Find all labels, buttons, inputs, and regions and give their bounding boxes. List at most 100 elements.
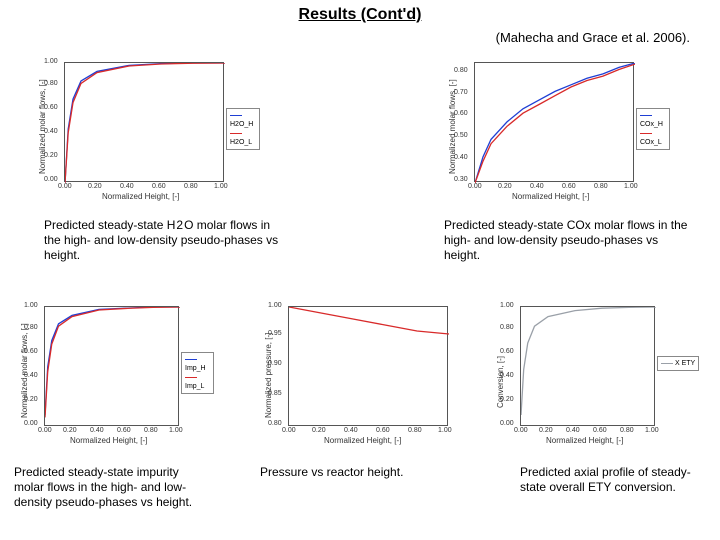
chart-h2o: Normalized molar flows, [-] Normalized H…: [30, 56, 260, 206]
xtick: 0.60: [152, 183, 166, 190]
plot-svg-h2o: [65, 63, 225, 183]
series-pres: [289, 307, 449, 334]
xtick: 0.80: [184, 183, 198, 190]
xlabel-cox: Normalized Height, [-]: [512, 192, 589, 201]
legend-label: Imp_H: [185, 365, 206, 372]
ytick: 0.80: [44, 80, 58, 87]
ytick: 0.80: [454, 67, 468, 74]
xtick: 0.80: [620, 427, 634, 434]
xtick: 1.00: [169, 427, 183, 434]
ytick: 0.70: [454, 89, 468, 96]
ytick: 0.95: [268, 330, 282, 337]
ytick: 0.85: [268, 390, 282, 397]
xtick: 0.60: [593, 427, 607, 434]
legend-conv: X ETY: [657, 356, 699, 371]
ytick: 0.80: [268, 420, 282, 427]
xtick: 0.00: [38, 427, 52, 434]
chart-conversion: Conversion, [-] Normalized Height, [-] 0…: [490, 300, 700, 450]
xtick: 1.00: [645, 427, 659, 434]
ytick: 0.00: [500, 420, 514, 427]
chart-imp: Normalized molar flows, [-] Normalized H…: [14, 300, 214, 450]
citation-text: (Mahecha and Grace et al. 2006).: [496, 30, 690, 45]
ytick: 0.20: [500, 396, 514, 403]
xlabel-imp: Normalized Height, [-]: [70, 436, 147, 445]
ytick: 1.00: [24, 302, 38, 309]
ytick: 0.80: [24, 324, 38, 331]
ytick: 0.90: [268, 360, 282, 367]
series-h2o-l: [65, 63, 225, 183]
series-cox-h: [475, 63, 635, 183]
ylabel-pres: Normalized pressure, [-]: [264, 333, 273, 418]
legend-cox: COx_H COx_L: [636, 108, 670, 150]
xtick: 0.80: [408, 427, 422, 434]
xtick: 0.80: [144, 427, 158, 434]
caption-h2o: Predicted steady-state H 2 O molar flows…: [44, 218, 284, 263]
series-h2o-h: [65, 63, 225, 183]
ylabel-h2o: Normalized molar flows, [-]: [38, 79, 47, 174]
xtick: 0.20: [539, 427, 553, 434]
plot-svg-imp: [45, 307, 180, 427]
legend-label: Imp_L: [185, 383, 204, 390]
xlabel-h2o: Normalized Height, [-]: [102, 192, 179, 201]
xtick: 1.00: [214, 183, 228, 190]
ytick: 1.00: [44, 58, 58, 65]
ytick: 0.30: [454, 176, 468, 183]
ytick: 0.40: [24, 372, 38, 379]
ytick: 0.40: [500, 372, 514, 379]
series-cox-l: [475, 64, 635, 183]
plot-area-h2o: [64, 62, 224, 182]
xtick: 0.20: [63, 427, 77, 434]
xtick: 0.00: [468, 183, 482, 190]
ytick: 0.40: [44, 128, 58, 135]
ytick: 0.80: [500, 324, 514, 331]
plot-area-imp: [44, 306, 179, 426]
xtick: 0.40: [566, 427, 580, 434]
xlabel-conv: Normalized Height, [-]: [546, 436, 623, 445]
xtick: 0.40: [530, 183, 544, 190]
ytick: 0.60: [24, 348, 38, 355]
chart-cox: Normalized molar flows, [-] Normalized H…: [440, 56, 670, 206]
ytick: 0.00: [44, 176, 58, 183]
xtick: 0.20: [88, 183, 102, 190]
legend-label: H2O_L: [230, 139, 252, 146]
plot-svg-conv: [521, 307, 656, 427]
legend-imp: Imp_H Imp_L: [181, 352, 214, 394]
plot-svg-cox: [475, 63, 635, 183]
ytick: 0.00: [24, 420, 38, 427]
xtick: 0.00: [514, 427, 528, 434]
xtick: 0.00: [58, 183, 72, 190]
xlabel-pres: Normalized Height, [-]: [324, 436, 401, 445]
ytick: 0.50: [454, 132, 468, 139]
ylabel-imp: Normalized molar flows, [-]: [20, 323, 29, 418]
xtick: 0.20: [498, 183, 512, 190]
plot-area-conv: [520, 306, 655, 426]
xtick: 0.40: [90, 427, 104, 434]
xtick: 0.80: [594, 183, 608, 190]
xtick: 1.00: [624, 183, 638, 190]
slide-title: Results (Cont'd): [0, 0, 720, 24]
legend-label: COx_L: [640, 139, 662, 146]
plot-area-pres: [288, 306, 448, 426]
series-conv: [521, 307, 656, 415]
series-imp-l: [45, 307, 180, 417]
ytick: 0.40: [454, 154, 468, 161]
caption-cox: Predicted steady-state COx molar flows i…: [444, 218, 694, 263]
ytick: 0.60: [44, 104, 58, 111]
legend-label: H2O_H: [230, 121, 253, 128]
ytick: 1.00: [268, 302, 282, 309]
caption-conversion: Predicted axial profile of steady-state …: [520, 465, 715, 495]
xtick: 0.60: [376, 427, 390, 434]
ytick: 1.00: [500, 302, 514, 309]
xtick: 0.40: [120, 183, 134, 190]
ytick: 0.20: [44, 152, 58, 159]
ytick: 0.60: [454, 110, 468, 117]
chart-pressure: Normalized pressure, [-] Normalized Heig…: [258, 300, 458, 450]
legend-h2o: H2O_H H2O_L: [226, 108, 260, 150]
xtick: 0.60: [562, 183, 576, 190]
xtick: 0.60: [117, 427, 131, 434]
ytick: 0.20: [24, 396, 38, 403]
caption-imp: Predicted steady-state impurity molar fl…: [14, 465, 204, 510]
ytick: 0.60: [500, 348, 514, 355]
plot-svg-pres: [289, 307, 449, 427]
xtick: 1.00: [438, 427, 452, 434]
